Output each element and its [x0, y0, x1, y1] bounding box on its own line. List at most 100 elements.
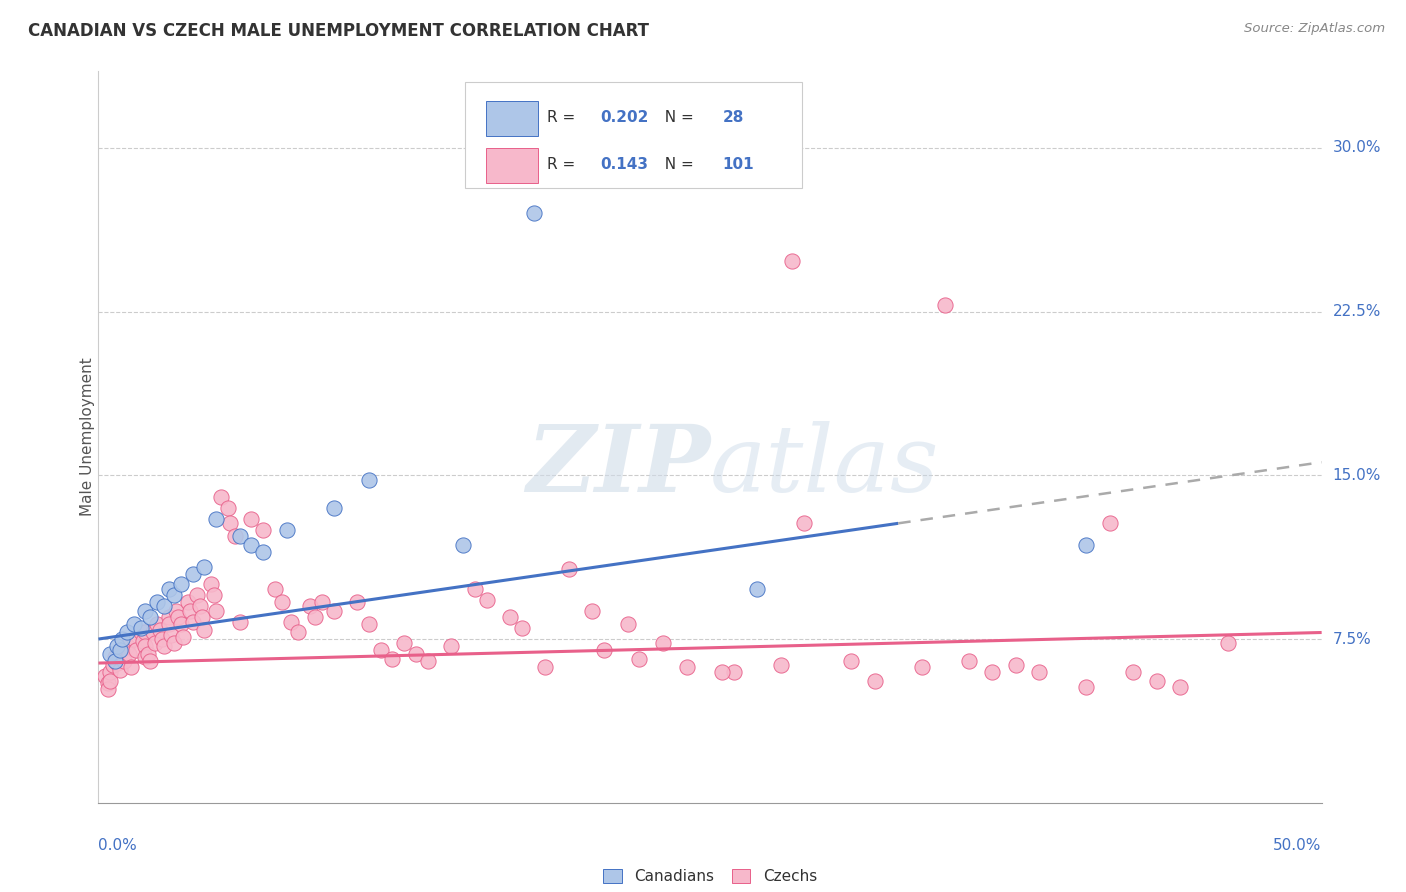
Text: 22.5%: 22.5%: [1333, 304, 1381, 319]
Point: [675, 660, 697, 674]
Point: [304, 610, 326, 624]
Point: [934, 298, 956, 312]
Point: [205, 604, 228, 618]
Point: [181, 566, 204, 581]
Point: [370, 643, 392, 657]
Text: 0.143: 0.143: [600, 158, 648, 172]
Point: [346, 595, 368, 609]
Point: [111, 632, 134, 646]
Point: [219, 516, 242, 531]
Point: [139, 654, 162, 668]
Point: [149, 624, 172, 638]
Point: [616, 616, 638, 631]
Point: [1170, 680, 1192, 694]
FancyBboxPatch shape: [465, 82, 801, 188]
Point: [981, 665, 1004, 679]
Point: [1216, 636, 1239, 650]
Point: [322, 501, 344, 516]
Point: [1146, 673, 1168, 688]
Point: [134, 649, 156, 664]
Point: [205, 512, 228, 526]
Point: [163, 636, 186, 650]
Point: [1076, 680, 1098, 694]
Point: [101, 658, 124, 673]
Point: [120, 660, 142, 674]
Point: [782, 254, 804, 268]
Text: atlas: atlas: [710, 421, 939, 511]
Point: [134, 625, 156, 640]
Point: [311, 595, 333, 609]
Point: [104, 654, 127, 668]
Point: [143, 636, 166, 650]
Point: [125, 643, 148, 657]
Point: [240, 538, 263, 552]
Point: [122, 616, 145, 631]
Point: [170, 577, 193, 591]
Point: [188, 599, 211, 614]
Point: [122, 632, 145, 646]
Point: [129, 625, 152, 640]
Point: [499, 610, 522, 624]
Point: [224, 529, 246, 543]
Point: [153, 599, 176, 614]
Point: [115, 639, 138, 653]
Point: [157, 582, 180, 596]
Point: [280, 615, 302, 629]
Point: [710, 665, 733, 679]
Point: [111, 643, 134, 657]
Text: 28: 28: [723, 110, 744, 125]
Point: [163, 588, 186, 602]
Text: 15.0%: 15.0%: [1333, 467, 1381, 483]
Point: [464, 582, 486, 596]
Point: [177, 595, 200, 609]
Point: [1004, 658, 1026, 673]
Text: R =: R =: [547, 158, 581, 172]
Point: [172, 630, 194, 644]
Point: [202, 588, 225, 602]
Point: [105, 656, 128, 670]
Point: [98, 665, 121, 679]
Text: N =: N =: [655, 110, 699, 125]
Point: [769, 658, 792, 673]
Point: [263, 582, 285, 596]
FancyBboxPatch shape: [486, 101, 537, 136]
Text: 30.0%: 30.0%: [1333, 140, 1381, 155]
Point: [209, 490, 232, 504]
Point: [134, 604, 156, 618]
Point: [593, 643, 616, 657]
Point: [581, 604, 603, 618]
Point: [299, 599, 322, 614]
Point: [165, 604, 187, 618]
Point: [153, 639, 176, 653]
Point: [863, 673, 886, 688]
Text: R =: R =: [547, 110, 581, 125]
Point: [170, 616, 193, 631]
Point: [179, 604, 201, 618]
Point: [191, 610, 214, 624]
Point: [357, 473, 380, 487]
Point: [652, 636, 675, 650]
Point: [115, 625, 138, 640]
Point: [200, 577, 222, 591]
Point: [240, 512, 263, 526]
Point: [357, 616, 380, 631]
Point: [839, 654, 862, 668]
Point: [193, 624, 215, 638]
Point: [510, 621, 533, 635]
Point: [405, 648, 427, 662]
Point: [322, 604, 344, 618]
Point: [534, 660, 557, 674]
Point: [132, 634, 155, 648]
Point: [181, 615, 204, 629]
Text: 50.0%: 50.0%: [1274, 838, 1322, 854]
Point: [104, 649, 127, 664]
Point: [1076, 538, 1098, 552]
Point: [134, 639, 156, 653]
Point: [97, 675, 120, 690]
Point: [723, 665, 745, 679]
Text: 7.5%: 7.5%: [1333, 632, 1371, 647]
Point: [558, 562, 581, 576]
Point: [146, 595, 169, 609]
Point: [108, 663, 131, 677]
Point: [440, 639, 463, 653]
